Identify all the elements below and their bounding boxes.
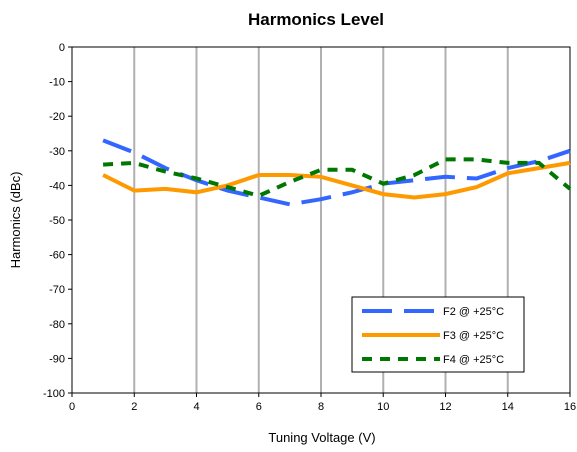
- y-tick-label: -20: [49, 111, 65, 123]
- x-tick-label: 6: [256, 401, 262, 413]
- x-tick-label: 4: [193, 401, 199, 413]
- y-tick-label: -50: [49, 215, 65, 227]
- chart-title: Harmonics Level: [248, 10, 384, 29]
- y-tick-label: -90: [49, 353, 65, 365]
- y-tick-label: -100: [43, 388, 65, 400]
- x-tick-label: 16: [564, 401, 576, 413]
- y-axis-label: Harmonics (dBc): [8, 172, 23, 269]
- series-line-3: [102, 157, 572, 198]
- x-tick-label: 10: [377, 401, 389, 413]
- x-axis: 0 2 4 6 8 10 12 14 16: [69, 393, 576, 413]
- y-tick-label: -40: [49, 180, 65, 192]
- x-axis-label: Tuning Voltage (V): [268, 430, 375, 445]
- x-tick-label: 0: [69, 401, 75, 413]
- x-tick-label: 12: [439, 401, 451, 413]
- y-axis: 0 -10 -20 -30 -40 -50 -60 -70 -80 -90 -100: [43, 42, 72, 400]
- y-tick-label: 0: [59, 42, 65, 54]
- legend-label: F2 @ +25°C: [443, 306, 504, 318]
- series-line-2: [102, 160, 571, 200]
- y-tick-label: -80: [49, 319, 65, 331]
- y-tick-label: -70: [49, 284, 65, 296]
- y-tick-label: -30: [49, 146, 65, 158]
- x-tick-label: 8: [318, 401, 324, 413]
- x-tick-label: 2: [131, 401, 137, 413]
- y-tick-label: -60: [49, 250, 65, 262]
- x-tick-label: 14: [502, 401, 514, 413]
- series-lines: [102, 138, 572, 207]
- y-tick-label: -10: [49, 77, 65, 89]
- legend-label: F3 @ +25°C: [443, 330, 504, 342]
- series-line-1: [102, 138, 571, 207]
- x-gridlines: [133, 47, 509, 393]
- legend-label: F4 @ +25°C: [443, 354, 504, 366]
- legend: F2 @ +25°C F3 @ +25°C F4 @ +25°C: [351, 296, 525, 373]
